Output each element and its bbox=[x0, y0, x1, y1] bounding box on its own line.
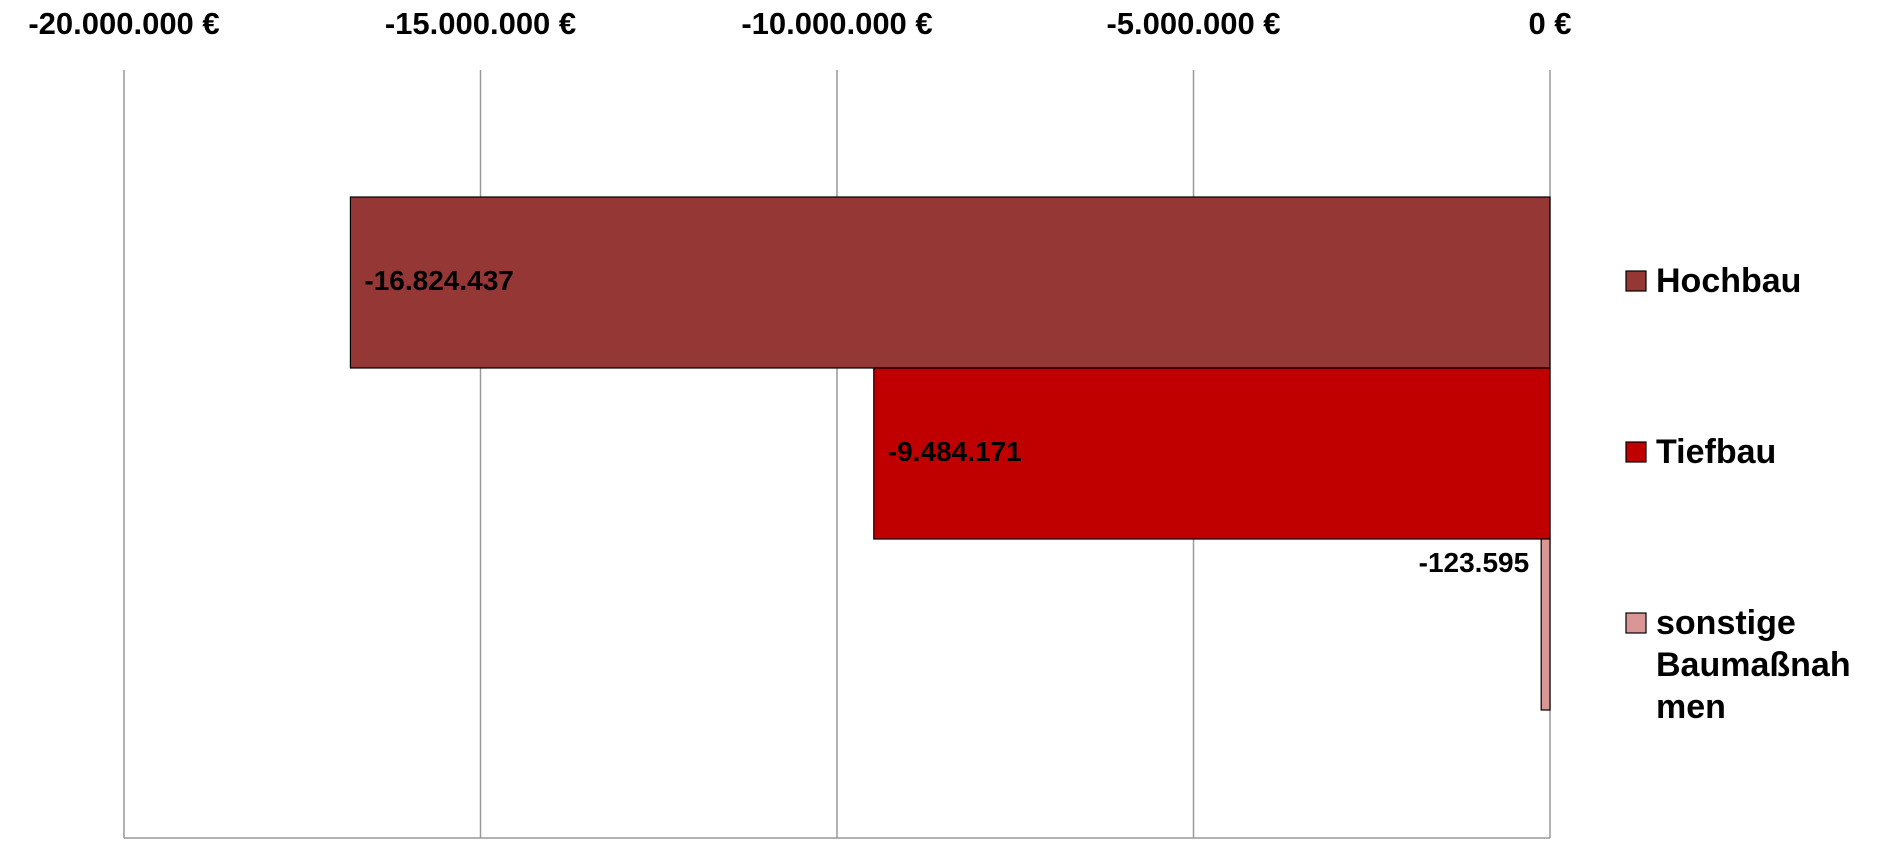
x-tick-label: 0 € bbox=[1528, 6, 1571, 41]
data-label: -123.595 bbox=[1419, 547, 1530, 578]
legend-label: sonstige Baumaßnahmen bbox=[1656, 604, 1851, 726]
x-tick-label: -10.000.000 € bbox=[741, 6, 932, 41]
legend-swatch bbox=[1625, 441, 1647, 463]
legend-swatch bbox=[1625, 270, 1647, 292]
data-label: -16.824.437 bbox=[364, 265, 513, 296]
bar bbox=[873, 367, 1551, 540]
x-tick-label: -20.000.000 € bbox=[28, 6, 219, 41]
x-tick-label: -15.000.000 € bbox=[385, 6, 576, 41]
data-label: -9.484.171 bbox=[888, 436, 1022, 467]
x-tick-label: -5.000.000 € bbox=[1106, 6, 1280, 41]
bar bbox=[1540, 538, 1551, 711]
bar bbox=[349, 196, 1551, 369]
legend-label: Tiefbau bbox=[1656, 433, 1777, 471]
legend-label: Hochbau bbox=[1656, 262, 1802, 300]
legend-swatch bbox=[1625, 612, 1647, 634]
